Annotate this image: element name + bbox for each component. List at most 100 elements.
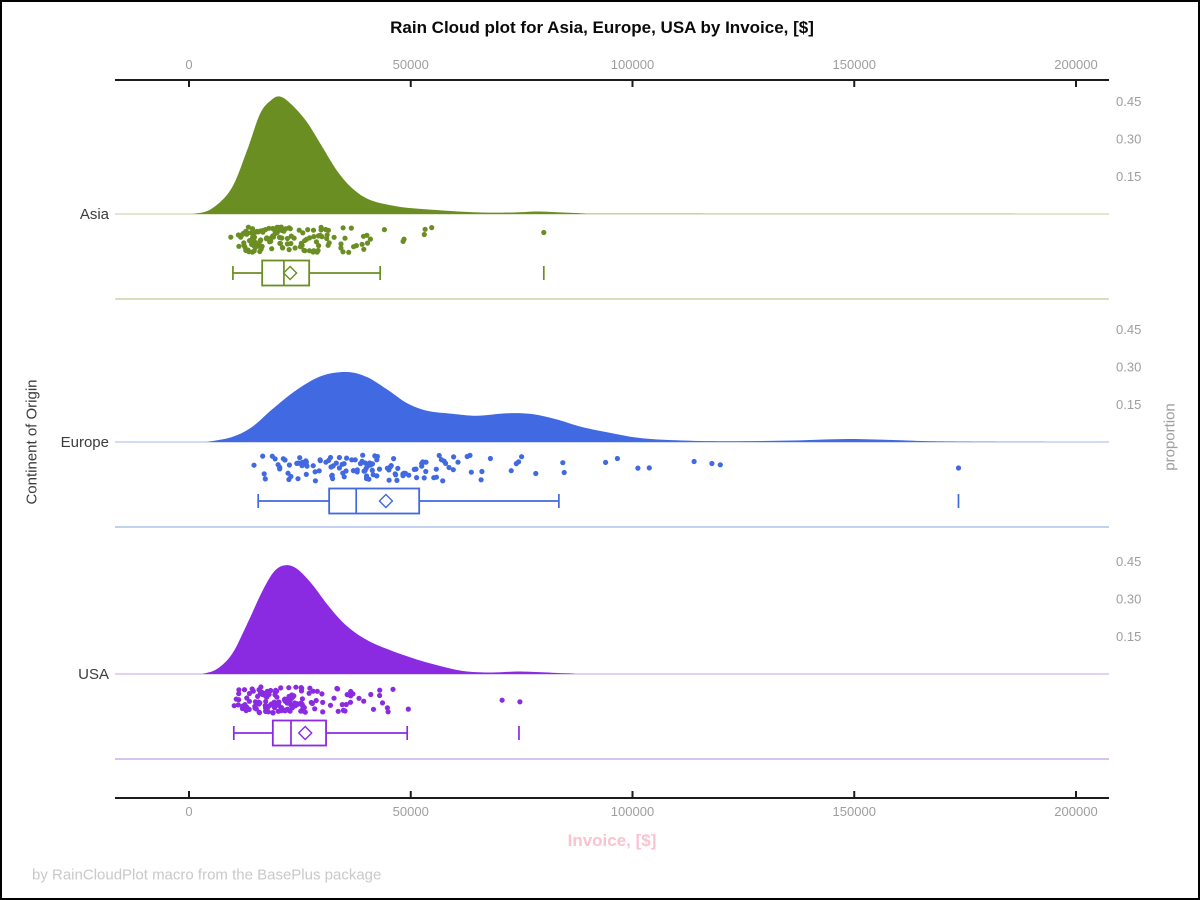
rain-point-usa [260,691,266,698]
x-tick-label-top: 200000 [1054,57,1097,72]
rain-point-usa [377,692,383,699]
rain-point-usa [343,701,349,708]
rain-point-asia [268,235,274,241]
rain-point-europe [312,478,318,484]
rain-point-europe [560,460,566,466]
rain-point-asia [346,249,352,255]
rain-point-europe [336,465,342,471]
rain-point-europe [352,457,358,463]
rain-point-usa [246,690,252,697]
rain-point-asia [340,225,346,231]
rain-point-europe [260,453,266,459]
rain-point-asia [326,240,332,246]
rain-point-usa [262,703,268,709]
proportion-tick-label: 0.45 [1116,322,1141,337]
rain-point-europe [386,477,392,483]
rain-point-usa [252,699,258,705]
rain-point-asia [241,242,247,248]
rain-point-europe [286,462,292,468]
rain-point-asia [422,226,428,232]
rain-point-usa [314,688,320,694]
rain-point-usa [235,702,241,708]
proportion-tick-label: 0.30 [1116,592,1141,607]
rain-point-asia [249,249,255,255]
rain-point-asia [315,247,321,254]
rain-point-europe [374,457,380,463]
rain-point-europe [561,469,567,476]
rain-point-europe [406,472,412,478]
rain-point-usa [267,703,273,709]
density-usa [202,565,1076,674]
proportion-tick-label: 0.45 [1116,94,1141,109]
rain-point-usa [241,687,248,693]
rain-point-asia [245,224,251,230]
rain-point-europe [455,459,461,465]
rain-point-usa [319,691,325,697]
proportion-tick-label: 0.30 [1116,360,1141,375]
rain-point-asia [286,225,292,231]
rain-point-asia [331,234,337,240]
rain-point-usa [299,685,305,691]
rain-point-europe [376,466,383,472]
rain-point-usa [313,697,319,704]
rain-point-usa [335,708,341,714]
rain-point-asia [361,246,367,252]
x-tick-label-bottom: 50000 [393,804,429,819]
density-europe [206,371,1077,442]
rain-point-europe [329,472,335,478]
group-label-europe: Europe [61,434,109,451]
rain-point-europe [282,457,288,463]
x-tick-label-top: 100000 [611,57,654,72]
rain-point-europe [360,452,366,458]
rain-point-asia [313,239,319,245]
x-axis-label: Invoice, [$] [567,831,657,850]
rain-point-europe [438,457,444,463]
rain-point-europe [468,469,474,475]
rain-point-usa [390,686,396,692]
rain-point-usa [293,684,299,690]
rain-point-asia [277,240,283,246]
rain-point-usa [284,707,290,713]
rain-point-europe [304,463,310,469]
rain-point-europe [394,477,400,483]
rain-point-asia [541,229,547,236]
rain-point-europe [387,464,393,470]
proportion-tick-label: 0.45 [1116,554,1141,569]
rain-point-usa [252,705,258,711]
rain-point-asia [228,234,234,240]
rain-point-usa [499,697,505,703]
box-europe [328,487,421,515]
rain-point-usa [271,705,278,711]
rain-point-asia [249,241,255,247]
rain-point-usa [270,710,276,716]
rain-point-usa [249,686,255,692]
rain-point-europe [269,453,275,459]
rain-point-asia [359,241,365,247]
rain-point-europe [508,468,514,474]
rain-point-asia [338,241,344,247]
rain-point-asia [279,235,285,241]
rain-point-usa [246,698,252,704]
rain-point-usa [307,685,313,691]
rain-point-asia [266,225,272,231]
rain-point-asia [353,243,359,249]
rain-point-usa [295,701,301,707]
rain-point-asia [264,235,270,241]
rain-point-europe [955,465,962,471]
rain-point-europe [343,468,349,474]
x-tick-label-top: 150000 [833,57,876,72]
rain-point-asia [280,245,286,251]
rain-point-usa [361,698,367,704]
rain-point-europe [299,463,305,469]
x-tick-label-bottom: 200000 [1054,804,1097,819]
rain-point-europe [414,475,420,481]
rain-point-europe [479,468,485,475]
x-tick-label-top: 0 [185,57,192,72]
rain-point-asia [316,243,322,249]
rain-point-asia [325,227,331,233]
rain-point-usa [306,690,312,696]
rain-point-asia [288,233,294,239]
rain-point-asia [244,230,251,236]
